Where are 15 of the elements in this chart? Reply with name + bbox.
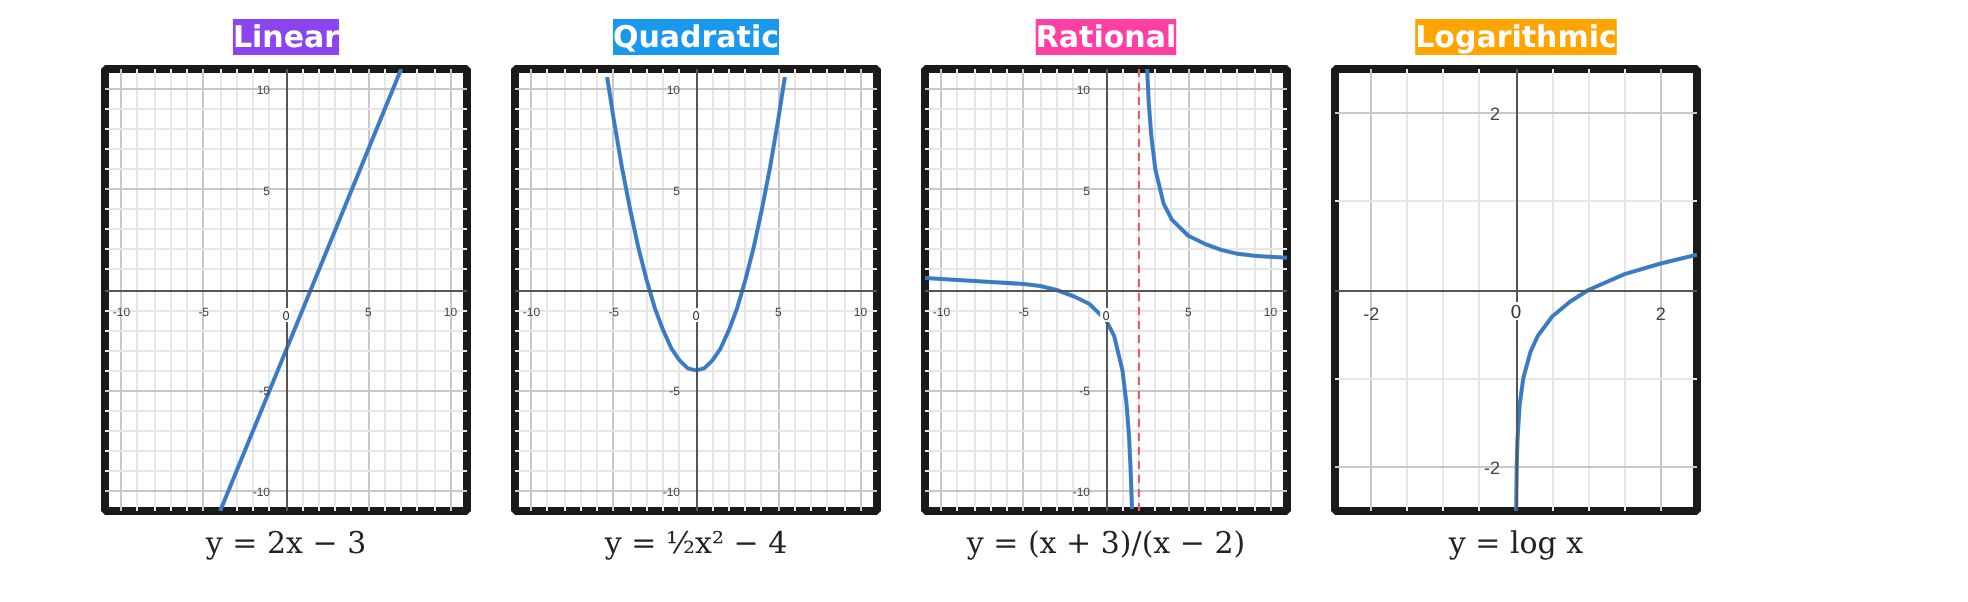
x-tick-label: -2 xyxy=(1363,304,1380,324)
chart-title: Linear xyxy=(232,19,341,55)
x-axis-title: y = 2x − 3 xyxy=(203,525,367,561)
chart-title: Rational xyxy=(1035,19,1177,55)
x-tick-label: 0 xyxy=(1510,304,1523,324)
x-tick-label: 2 xyxy=(1655,304,1666,324)
x-axis-title: y = (x + 3)/(x − 2) xyxy=(964,525,1246,561)
line-series xyxy=(1145,69,1287,260)
chart-title: Quadratic xyxy=(612,19,780,55)
line-series xyxy=(1514,252,1697,511)
x-axis-title: y = ½x² − 4 xyxy=(602,525,788,561)
chart-title: Logarithmic xyxy=(1415,19,1617,55)
line-series xyxy=(605,75,787,373)
x-axis-title: y = log x xyxy=(1446,525,1585,561)
line-series xyxy=(925,275,1134,511)
